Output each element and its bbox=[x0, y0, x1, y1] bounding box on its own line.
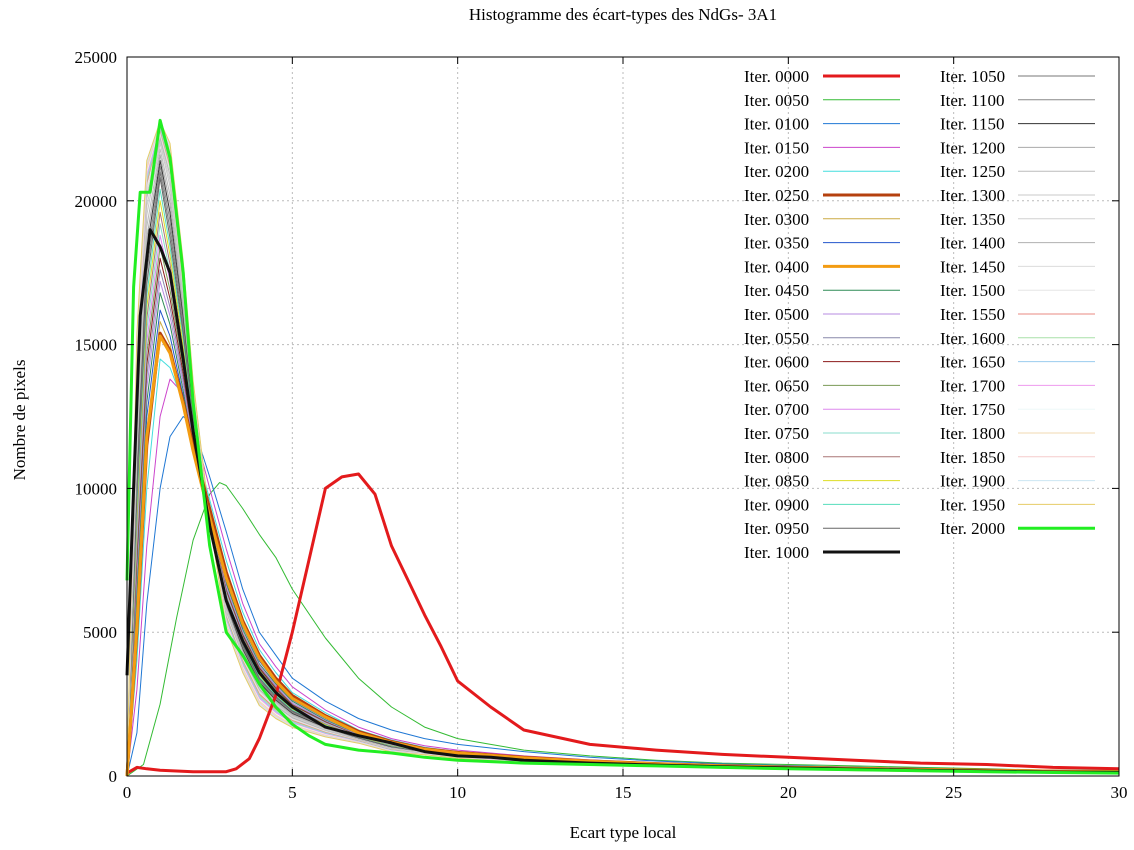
legend-label: Iter. 1800 bbox=[940, 424, 1005, 443]
x-tick-label: 25 bbox=[945, 783, 962, 802]
x-tick-label: 0 bbox=[123, 783, 132, 802]
legend-label: Iter. 1900 bbox=[940, 472, 1005, 491]
legend-label: Iter. 0400 bbox=[744, 257, 809, 276]
legend-label: Iter. 0950 bbox=[744, 519, 809, 538]
legend-label: Iter. 0450 bbox=[744, 281, 809, 300]
legend-label: Iter. 0050 bbox=[744, 91, 809, 110]
legend-label: Iter. 1250 bbox=[940, 162, 1005, 181]
legend-label: Iter. 1300 bbox=[940, 186, 1005, 205]
legend-label: Iter. 0150 bbox=[744, 138, 809, 157]
legend-label: Iter. 1750 bbox=[940, 400, 1005, 419]
legend-label: Iter. 1950 bbox=[940, 495, 1005, 514]
x-tick-label: 10 bbox=[449, 783, 466, 802]
x-tick-label: 15 bbox=[615, 783, 632, 802]
legend-label: Iter. 0350 bbox=[744, 234, 809, 253]
y-tick-label: 15000 bbox=[75, 336, 118, 355]
legend: Iter. 0000 Iter. 0050 Iter. 0100 Iter. 0150… bbox=[744, 67, 1095, 562]
legend-label: Iter. 1850 bbox=[940, 448, 1005, 467]
legend-label: Iter. 1000 bbox=[744, 543, 809, 562]
y-tick-label: 10000 bbox=[75, 479, 118, 498]
y-tick-label: 20000 bbox=[75, 192, 118, 211]
x-tick-label: 20 bbox=[780, 783, 797, 802]
legend-label: Iter. 1100 bbox=[940, 91, 1005, 110]
legend-label: Iter. 0900 bbox=[744, 495, 809, 514]
legend-label: Iter. 0000 bbox=[744, 67, 809, 86]
legend-label: Iter. 0850 bbox=[744, 472, 809, 491]
x-axis-label: Ecart type local bbox=[570, 823, 677, 842]
legend-label: Iter. 1550 bbox=[940, 305, 1005, 324]
x-tick-label: 30 bbox=[1111, 783, 1128, 802]
y-axis-label: Nombre de pixels bbox=[10, 360, 29, 481]
y-tick-label: 0 bbox=[109, 767, 118, 786]
series-line bbox=[125, 118, 1120, 775]
grid bbox=[127, 57, 1119, 776]
legend-label: Iter. 0650 bbox=[744, 376, 809, 395]
legend-label: Iter. 0300 bbox=[744, 210, 809, 229]
legend-label: Iter. 1600 bbox=[940, 329, 1005, 348]
legend-label: Iter. 2000 bbox=[940, 519, 1005, 538]
legend-label: Iter. 1500 bbox=[940, 281, 1005, 300]
legend-label: Iter. 0700 bbox=[744, 400, 809, 419]
legend-label: Iter. 1350 bbox=[940, 210, 1005, 229]
legend-label: Iter. 1650 bbox=[940, 353, 1005, 372]
legend-label: Iter. 0800 bbox=[744, 448, 809, 467]
legend-label: Iter. 0550 bbox=[744, 329, 809, 348]
series-line bbox=[126, 472, 1120, 775]
series-line bbox=[126, 482, 1119, 777]
y-tick-label: 5000 bbox=[83, 623, 117, 642]
legend-label: Iter. 1400 bbox=[940, 234, 1005, 253]
legend-label: Iter. 1050 bbox=[940, 67, 1005, 86]
legend-label: Iter. 0500 bbox=[744, 305, 809, 324]
y-tick-label: 25000 bbox=[75, 48, 118, 67]
legend-label: Iter. 0250 bbox=[744, 186, 809, 205]
legend-label: Iter. 0600 bbox=[744, 353, 809, 372]
legend-label: Iter. 0750 bbox=[744, 424, 809, 443]
legend-label: Iter. 1200 bbox=[940, 138, 1005, 157]
ticks: 0 5 10 15 20 25 30 0 5000 10000 15000 20000 25000 bbox=[75, 48, 1128, 802]
legend-label: Iter. 0100 bbox=[744, 115, 809, 134]
legend-label: Iter. 1150 bbox=[940, 115, 1005, 134]
chart-title: Histogramme des écart-types des NdGs- 3A… bbox=[469, 5, 777, 24]
legend-label: Iter. 0200 bbox=[744, 162, 809, 181]
x-tick-label: 5 bbox=[288, 783, 297, 802]
series-group bbox=[125, 118, 1120, 777]
legend-label: Iter. 1450 bbox=[940, 257, 1005, 276]
legend-label: Iter. 1700 bbox=[940, 376, 1005, 395]
